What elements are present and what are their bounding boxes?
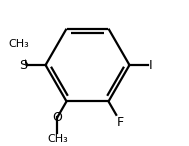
Text: S: S	[19, 59, 27, 72]
Text: CH₃: CH₃	[47, 134, 68, 144]
Text: O: O	[53, 111, 62, 124]
Text: I: I	[148, 59, 152, 72]
Text: F: F	[117, 116, 124, 129]
Text: CH₃: CH₃	[9, 39, 29, 49]
